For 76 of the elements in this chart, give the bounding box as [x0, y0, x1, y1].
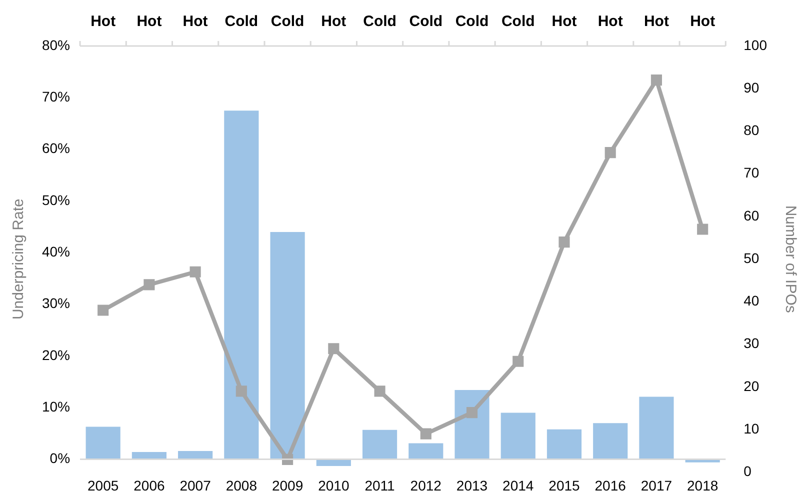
point: [144, 279, 155, 290]
y-tick-label: 10%: [42, 398, 70, 414]
point: [650, 74, 662, 86]
text: Hot: [552, 13, 577, 30]
bar: [593, 423, 628, 460]
y2-axis-title: Number of IPOs: [782, 205, 799, 313]
y2-tick-label: 80: [744, 122, 760, 138]
point: [697, 224, 708, 235]
bar: [178, 451, 213, 460]
bar: [362, 430, 398, 460]
y-tick-label: 40%: [42, 244, 70, 260]
y2-tick-label: 30: [744, 335, 760, 352]
bar: [86, 426, 120, 460]
text: Hot: [690, 13, 716, 30]
y2-tick-label: 50: [744, 250, 760, 266]
text: Hot: [644, 13, 669, 30]
bar: [454, 390, 490, 460]
point: [236, 386, 247, 397]
y-tick-label: 60%: [42, 140, 70, 156]
point: [328, 343, 340, 354]
x-tick-label: 2017: [640, 477, 672, 494]
point: [98, 304, 109, 316]
y-tick-label: 30%: [42, 295, 70, 312]
y2-tick-label: 70: [744, 164, 760, 181]
bar: [639, 396, 674, 460]
y2-tick-label: 90: [744, 79, 760, 96]
point: [604, 147, 616, 158]
x-tick-label: 2014: [502, 477, 534, 494]
x-tick-label: 2016: [594, 477, 626, 494]
x-tick-label: 2012: [410, 477, 442, 494]
x-tick-label: 2010: [318, 477, 350, 494]
text: Cold: [455, 13, 489, 30]
bar: [270, 232, 305, 460]
x-tick-label: 2013: [456, 477, 488, 494]
y2-tick-label: 20: [744, 378, 760, 394]
bar: [132, 452, 166, 460]
y-axis-title: Underpricing Rate: [10, 198, 28, 320]
text: Cold: [501, 13, 535, 30]
bar: [408, 443, 444, 460]
y-tick-label: 70%: [42, 88, 70, 105]
x-tick-label: 2011: [364, 477, 396, 494]
point: [190, 266, 201, 278]
x-tick-label: 2006: [134, 477, 165, 494]
text: Hot: [90, 13, 116, 30]
x-tick-label: 2018: [687, 477, 718, 494]
text: Cold: [270, 13, 304, 30]
point: [374, 386, 386, 397]
point: [512, 356, 524, 367]
x-tick-label: 2005: [88, 477, 119, 494]
y2-tick-label: 10: [744, 420, 760, 436]
x-tick-label: 2008: [226, 477, 258, 494]
point: [282, 454, 294, 465]
text: Hot: [136, 13, 162, 30]
text: Cold: [224, 13, 258, 30]
text: Hot: [182, 13, 208, 30]
text: Hot: [321, 13, 346, 30]
y2-tick-label: 100: [744, 36, 768, 53]
point: [420, 428, 432, 440]
bar: [546, 429, 582, 460]
point: [466, 406, 478, 418]
y-tick-label: 20%: [42, 346, 70, 363]
y-tick-label: 50%: [42, 192, 70, 208]
point: [558, 236, 570, 248]
x-tick-label: 2009: [272, 477, 304, 494]
y2-tick-label: 60: [744, 207, 760, 224]
y2-tick-label: 40: [744, 292, 760, 309]
text: Hot: [598, 13, 623, 30]
x-tick-label: 2007: [180, 477, 212, 494]
bar: [500, 412, 536, 460]
y-tick-label: 0%: [50, 450, 70, 466]
y-tick-label: 80%: [42, 36, 70, 53]
y2-tick-label: 0: [744, 463, 752, 480]
text: Cold: [363, 13, 396, 30]
bar: [224, 110, 259, 460]
x-tick-label: 2015: [548, 477, 580, 494]
text: Cold: [409, 13, 443, 30]
